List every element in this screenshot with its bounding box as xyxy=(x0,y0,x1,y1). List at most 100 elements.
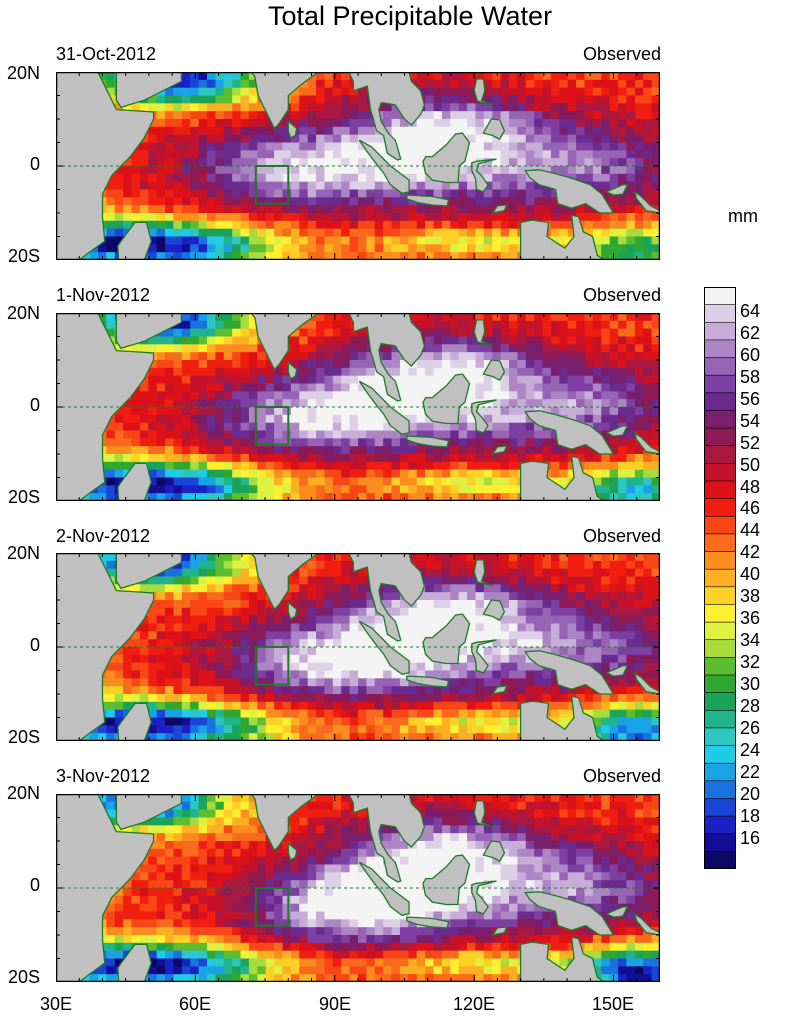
lon-label-90e: 90E xyxy=(318,994,352,1014)
land-mask xyxy=(56,553,660,741)
colorbar-swatch xyxy=(704,463,736,482)
lat-label-0: 0 xyxy=(29,635,40,655)
colorbar-tick-label: 28 xyxy=(740,695,761,716)
colorbar-swatch xyxy=(704,674,736,694)
colorbar-tick-label: 52 xyxy=(740,432,761,453)
colorbar-swatch xyxy=(704,515,736,535)
colorbar-swatch xyxy=(704,445,736,465)
panel-tag: Observed xyxy=(582,526,661,546)
colorbar-tick-label: 44 xyxy=(740,520,761,541)
colorbar-swatch xyxy=(704,568,736,588)
colorbar-tick-label: 54 xyxy=(740,410,761,431)
colorbar-tick-label: 16 xyxy=(740,827,761,848)
study-region-box xyxy=(254,887,290,927)
colorbar-swatch xyxy=(704,833,736,853)
colorbar-swatch xyxy=(704,480,736,500)
colorbar-tick-label: 34 xyxy=(740,630,761,651)
colorbar-swatch xyxy=(704,374,736,394)
lon-label-120e: 120E xyxy=(452,994,496,1014)
study-region-box xyxy=(254,406,290,446)
colorbar-swatch xyxy=(704,321,736,341)
panel-tag: Observed xyxy=(582,285,661,305)
panel-date: 31-Oct-2012 xyxy=(56,44,157,64)
colorbar-tick-label: 40 xyxy=(740,564,761,585)
lat-label-0: 0 xyxy=(29,875,40,895)
lat-label-0: 0 xyxy=(29,395,40,415)
colorbar-swatch xyxy=(704,709,736,729)
lat-label-20s: 20S xyxy=(7,967,40,987)
panel-tag: Observed xyxy=(582,44,661,64)
lat-label-0: 0 xyxy=(29,154,40,174)
colorbar-swatch xyxy=(704,551,736,570)
colorbar-tick-label: 18 xyxy=(740,805,761,826)
axis-ticks xyxy=(56,72,660,260)
lat-label-20n: 20N xyxy=(6,543,40,563)
lon-label-60e: 60E xyxy=(178,994,212,1014)
lon-label-150e: 150E xyxy=(591,994,635,1014)
colorbar-swatch xyxy=(704,621,736,641)
colorbar-tick-label: 42 xyxy=(740,542,761,563)
colorbar-tick-label: 56 xyxy=(740,388,761,409)
study-region-box xyxy=(254,165,290,205)
colorbar-tick-label: 36 xyxy=(740,608,761,629)
panel-tag: Observed xyxy=(582,766,661,786)
colorbar-tick-label: 46 xyxy=(740,498,761,519)
lon-label-30e: 30E xyxy=(39,994,73,1014)
colorbar-tick-label: 50 xyxy=(740,454,761,475)
panel-date: 1-Nov-2012 xyxy=(56,285,151,305)
colorbar-tick-label: 22 xyxy=(740,761,761,782)
lat-label-20s: 20S xyxy=(7,727,40,747)
study-region-box xyxy=(254,646,290,686)
colorbar-unit: mm xyxy=(728,206,758,226)
colorbar-swatch xyxy=(704,762,736,782)
colorbar-swatch xyxy=(704,586,736,606)
colorbar-swatch xyxy=(704,357,736,376)
colorbar-swatch xyxy=(704,727,736,747)
panel-date: 2-Nov-2012 xyxy=(56,526,151,546)
colorbar-swatch xyxy=(704,657,736,676)
colorbar-swatch xyxy=(704,851,736,869)
colorbar-swatch xyxy=(704,498,736,517)
colorbar-swatch xyxy=(704,304,736,323)
colorbar-tick-label: 26 xyxy=(740,717,761,738)
tpw-map-panel xyxy=(56,313,660,501)
colorbar-swatch xyxy=(704,287,736,306)
lat-label-20n: 20N xyxy=(6,303,40,323)
colorbar-tick-label: 24 xyxy=(740,739,761,760)
colorbar-tick-label: 58 xyxy=(740,366,761,387)
colorbar-tick-label: 32 xyxy=(740,652,761,673)
lat-label-20s: 20S xyxy=(7,487,40,507)
tpw-map-panel xyxy=(56,794,660,982)
colorbar-swatch xyxy=(704,339,736,359)
colorbar-tick-label: 60 xyxy=(740,344,761,365)
colorbar-swatch xyxy=(704,639,736,659)
colorbar-swatch xyxy=(704,692,736,711)
colorbar-swatch xyxy=(704,410,736,429)
land-mask xyxy=(56,72,660,260)
colorbar-swatch xyxy=(704,533,736,553)
colorbar-tick-label: 20 xyxy=(740,783,761,804)
colorbar xyxy=(704,287,736,869)
colorbar-tick-label: 38 xyxy=(740,586,761,607)
colorbar-swatch xyxy=(704,745,736,764)
colorbar-tick-label: 30 xyxy=(740,673,761,694)
axis-ticks xyxy=(56,313,660,501)
lat-label-20s: 20S xyxy=(7,246,40,266)
tpw-map-panel xyxy=(56,72,660,260)
lat-label-20n: 20N xyxy=(6,783,40,803)
colorbar-swatch xyxy=(704,798,736,817)
colorbar-swatch xyxy=(704,780,736,800)
panel-date: 3-Nov-2012 xyxy=(56,766,151,786)
tpw-map-panel xyxy=(56,553,660,741)
colorbar-swatch xyxy=(704,392,736,412)
colorbar-swatch xyxy=(704,604,736,623)
colorbar-tick-label: 48 xyxy=(740,476,761,497)
axis-ticks xyxy=(56,794,660,982)
axis-ticks xyxy=(56,553,660,741)
lat-label-20n: 20N xyxy=(6,63,40,83)
figure-title: Total Precipitable Water xyxy=(267,1,553,31)
colorbar-tick-label: 64 xyxy=(740,301,761,321)
colorbar-tick-label: 62 xyxy=(740,322,761,343)
colorbar-swatch xyxy=(704,427,736,447)
colorbar-swatch xyxy=(704,815,736,835)
